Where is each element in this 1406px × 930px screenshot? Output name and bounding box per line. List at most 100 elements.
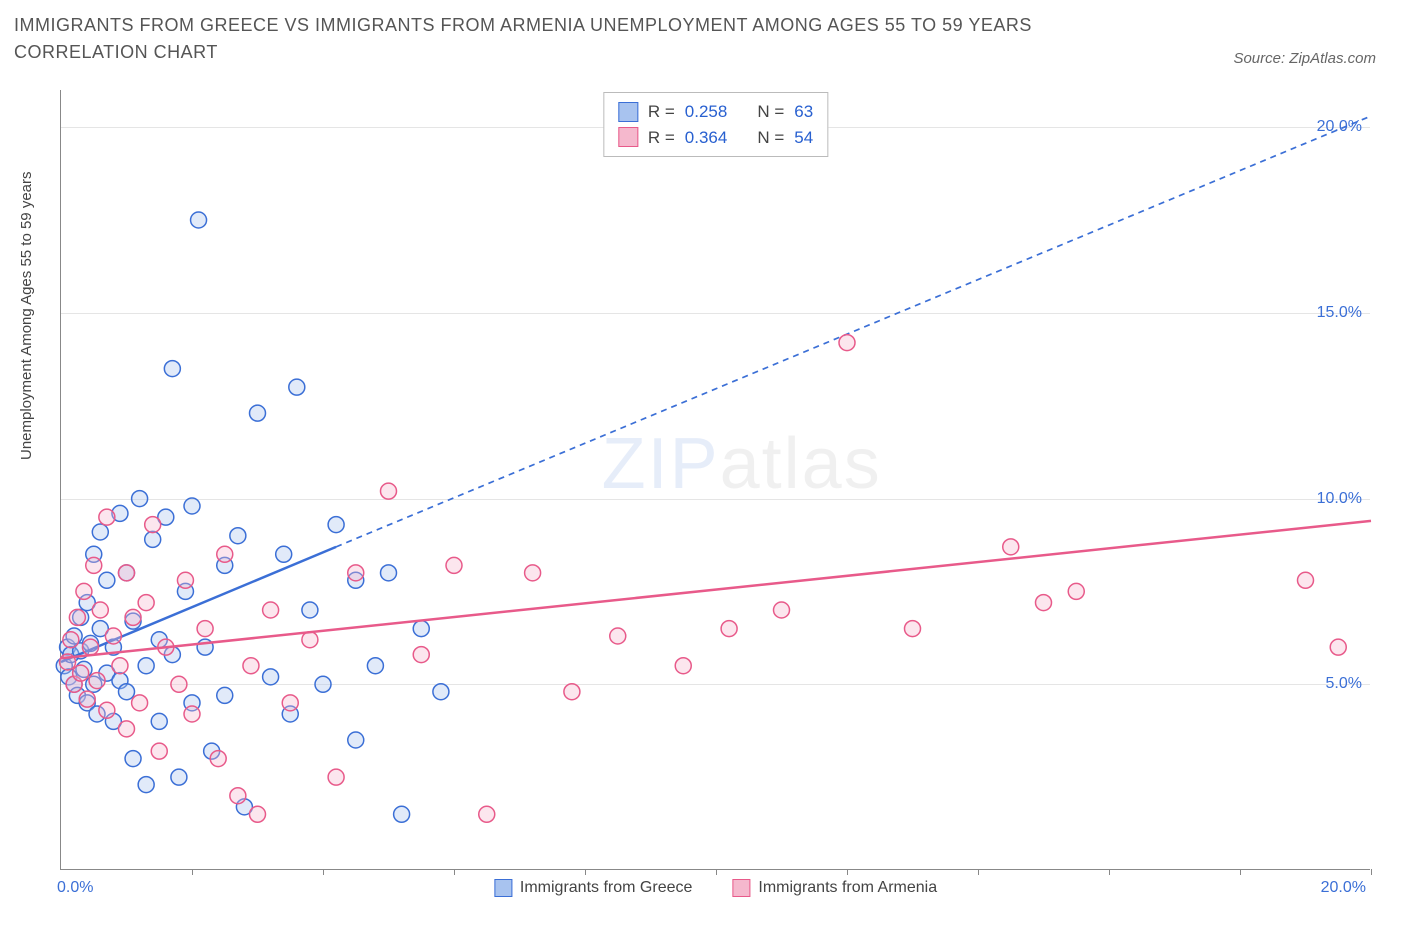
x-tick	[1109, 869, 1110, 875]
data-point	[151, 743, 167, 759]
x-tick	[978, 869, 979, 875]
data-point	[1330, 639, 1346, 655]
stat-r-label: R =	[648, 125, 675, 151]
data-point	[413, 647, 429, 663]
data-point	[1036, 595, 1052, 611]
x-tick	[585, 869, 586, 875]
stat-n-value: 54	[794, 125, 813, 151]
stat-r-label: R =	[648, 99, 675, 125]
data-point	[125, 609, 141, 625]
data-point	[328, 517, 344, 533]
stat-r-value: 0.258	[685, 99, 728, 125]
data-point	[282, 695, 298, 711]
data-point	[263, 602, 279, 618]
data-point	[177, 572, 193, 588]
x-tick	[323, 869, 324, 875]
data-point	[564, 684, 580, 700]
data-point	[119, 684, 135, 700]
data-point	[381, 565, 397, 581]
data-point	[348, 732, 364, 748]
source-attribution: Source: ZipAtlas.com	[1233, 50, 1376, 67]
x-axis-max-label: 20.0%	[1321, 879, 1366, 897]
data-point	[99, 702, 115, 718]
data-point	[171, 769, 187, 785]
data-point	[348, 565, 364, 581]
data-point	[86, 557, 102, 573]
data-point	[217, 546, 233, 562]
x-axis-min-label: 0.0%	[57, 879, 93, 897]
data-point	[433, 684, 449, 700]
data-point	[138, 658, 154, 674]
data-point	[191, 212, 207, 228]
data-point	[82, 639, 98, 655]
data-point	[289, 379, 305, 395]
chart-title: IMMIGRANTS FROM GREECE VS IMMIGRANTS FRO…	[14, 12, 1114, 66]
data-point	[69, 609, 85, 625]
data-point	[230, 528, 246, 544]
data-point	[164, 361, 180, 377]
data-point	[99, 572, 115, 588]
data-point	[145, 517, 161, 533]
data-point	[250, 405, 266, 421]
legend-swatch	[732, 879, 750, 897]
data-point	[125, 751, 141, 767]
data-point	[79, 691, 95, 707]
legend-swatch	[494, 879, 512, 897]
x-tick	[847, 869, 848, 875]
data-point	[145, 531, 161, 547]
stats-row: R = 0.364 N = 54	[618, 125, 813, 151]
stat-n-label: N =	[757, 99, 784, 125]
data-point	[839, 335, 855, 351]
legend-item: Immigrants from Greece	[494, 879, 692, 897]
stat-n-value: 63	[794, 99, 813, 125]
data-point	[119, 565, 135, 581]
data-point	[367, 658, 383, 674]
data-point	[99, 509, 115, 525]
stat-r-value: 0.364	[685, 125, 728, 151]
data-point	[138, 595, 154, 611]
x-tick	[192, 869, 193, 875]
data-point	[210, 751, 226, 767]
data-point	[1068, 583, 1084, 599]
data-point	[76, 583, 92, 599]
data-point	[132, 695, 148, 711]
trend-line	[61, 521, 1371, 658]
data-point	[184, 498, 200, 514]
data-point	[675, 658, 691, 674]
data-point	[1003, 539, 1019, 555]
stat-n-label: N =	[757, 125, 784, 151]
scatter-svg	[61, 90, 1370, 869]
data-point	[89, 673, 105, 689]
bottom-legend: Immigrants from Greece Immigrants from Ar…	[494, 879, 937, 897]
data-point	[394, 806, 410, 822]
x-tick	[454, 869, 455, 875]
legend-label: Immigrants from Armenia	[758, 879, 937, 896]
legend-label: Immigrants from Greece	[520, 879, 692, 896]
data-point	[905, 621, 921, 637]
data-point	[446, 557, 462, 573]
data-point	[328, 769, 344, 785]
data-point	[721, 621, 737, 637]
data-point	[112, 658, 128, 674]
data-point	[479, 806, 495, 822]
data-point	[73, 665, 89, 681]
data-point	[92, 524, 108, 540]
data-point	[250, 806, 266, 822]
data-point	[276, 546, 292, 562]
data-point	[230, 788, 246, 804]
x-tick	[1371, 869, 1372, 875]
legend-item: Immigrants from Armenia	[732, 879, 937, 897]
data-point	[1298, 572, 1314, 588]
data-point	[105, 628, 121, 644]
data-point	[217, 687, 233, 703]
x-tick	[1240, 869, 1241, 875]
data-point	[525, 565, 541, 581]
data-point	[381, 483, 397, 499]
data-point	[119, 721, 135, 737]
data-point	[151, 713, 167, 729]
x-tick	[716, 869, 717, 875]
data-point	[315, 676, 331, 692]
data-point	[184, 706, 200, 722]
data-point	[610, 628, 626, 644]
data-point	[263, 669, 279, 685]
